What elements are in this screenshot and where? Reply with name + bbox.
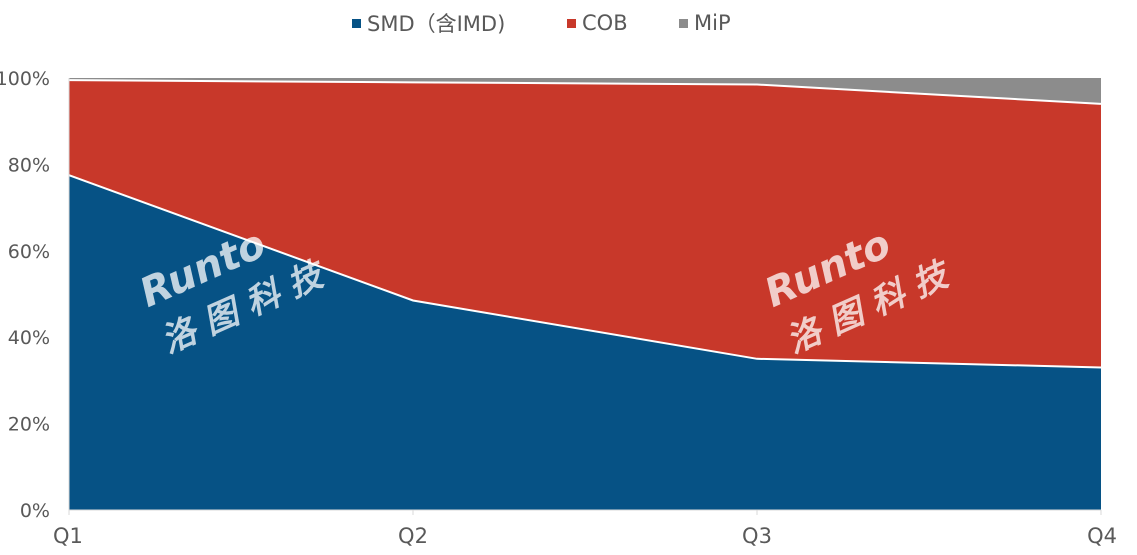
legend-item-cob: COB — [567, 8, 628, 38]
legend-label-smd: SMD（含IMD) — [367, 12, 506, 36]
legend-swatch-mip — [679, 18, 688, 28]
series-boundaries — [68, 79, 1102, 369]
boundary-line — [68, 174, 1102, 369]
y-tick-label: 0% — [20, 500, 50, 522]
y-tick-label: 40% — [8, 327, 50, 349]
boundary-line — [68, 79, 1102, 105]
x-tick-label: Q2 — [398, 524, 428, 548]
y-axis-ticks: 0% 20% 40% 60% 80% 100% — [0, 68, 50, 522]
area-mip — [69, 78, 1101, 104]
legend-label-cob: COB — [582, 11, 628, 35]
y-tick-label: 20% — [8, 414, 50, 436]
legend-item-mip: MiP — [679, 8, 731, 38]
x-tick-label: Q4 — [1087, 524, 1117, 548]
area-smd — [69, 175, 1101, 510]
legend-item-smd: SMD（含IMD) — [352, 8, 505, 38]
x-tick-label: Q1 — [53, 524, 83, 548]
legend-label-mip: MiP — [694, 11, 731, 35]
series-areas — [69, 78, 1101, 510]
y-tick-label: 80% — [8, 154, 50, 176]
area-cob — [69, 80, 1101, 368]
y-tick-label: 100% — [0, 68, 50, 90]
legend-swatch-cob — [567, 18, 576, 28]
legend: SMD（含IMD) COB MiP — [0, 8, 1137, 38]
x-axis-ticks: Q1 Q2 Q3 Q4 — [53, 510, 1117, 548]
x-tick-label: Q3 — [742, 524, 772, 548]
legend-swatch-smd — [352, 18, 361, 28]
y-tick-label: 60% — [8, 241, 50, 263]
